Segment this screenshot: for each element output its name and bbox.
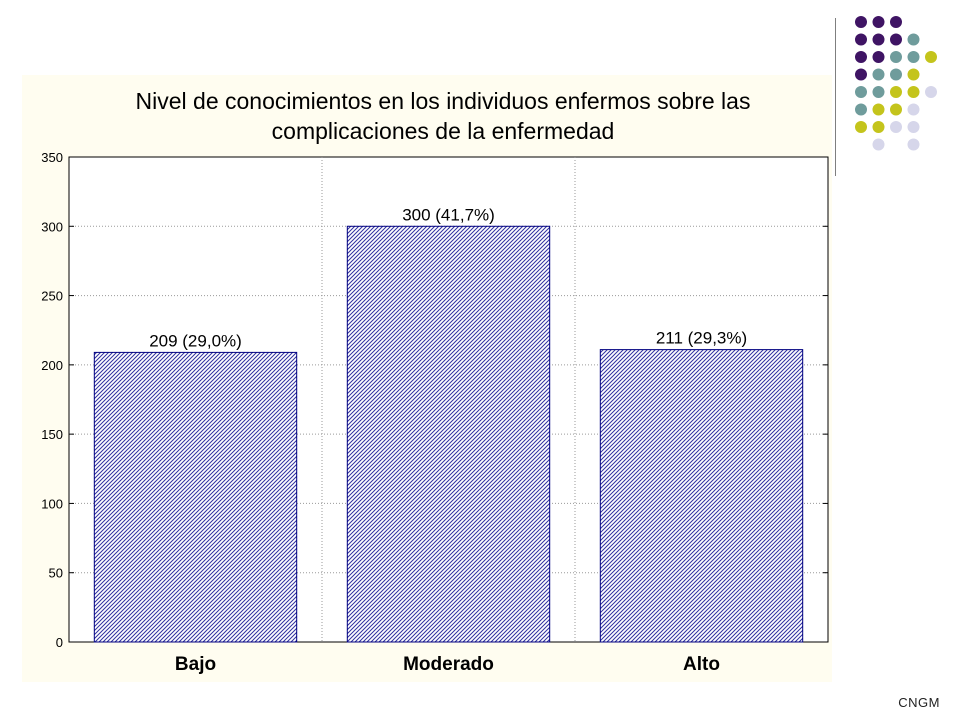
decorative-dot (872, 86, 885, 98)
decorative-dot (872, 68, 885, 81)
y-tick-label: 150 (41, 427, 63, 442)
y-tick-label: 0 (56, 635, 63, 650)
decorative-dot (890, 16, 902, 28)
footer-author-mark: CNGM (898, 695, 940, 710)
decorative-divider-line (835, 18, 836, 176)
decorative-dot (890, 51, 902, 63)
y-tick-label: 250 (41, 289, 63, 304)
decorative-dot (925, 86, 937, 98)
chart-title-line: complicaciones de la enfermedad (272, 118, 615, 144)
decorative-dot (872, 103, 885, 116)
y-tick-label: 50 (49, 566, 63, 581)
decorative-dot (872, 33, 885, 46)
decorative-dot (907, 33, 920, 46)
chart-panel: Nivel de conocimientos en los individuos… (22, 75, 832, 682)
bar-alto (599, 349, 804, 643)
x-category-label: Alto (683, 654, 720, 675)
decorative-dot (890, 33, 902, 46)
decorative-dot (890, 103, 902, 116)
x-category-label: Bajo (175, 654, 216, 675)
decorative-dot (855, 33, 867, 46)
decorative-dot (890, 121, 902, 133)
chart-title-line: Nivel de conocimientos en los individuos… (136, 88, 751, 114)
decorative-dot-grid (855, 16, 937, 151)
decorative-dot (872, 121, 885, 133)
decorative-dot (907, 86, 920, 98)
decorative-dot (855, 121, 867, 133)
decorative-dot (855, 68, 867, 81)
x-category-label: Moderado (403, 654, 494, 675)
decorative-dot (890, 68, 902, 81)
decorative-dot (907, 138, 920, 151)
bar-moderado (346, 225, 551, 643)
bar-data-label: 300 (41,7%) (402, 205, 495, 224)
decorative-dot (855, 103, 867, 116)
bar-data-label: 211 (29,3%) (656, 329, 747, 348)
bar-data-label: 209 (29,0%) (149, 331, 242, 350)
y-tick-label: 100 (41, 496, 63, 511)
bar-bajo (93, 351, 298, 643)
decorative-dot (907, 121, 920, 133)
y-tick-label: 200 (41, 358, 63, 373)
decorative-dot (855, 16, 867, 28)
decorative-dot (872, 138, 885, 151)
decorative-dot (855, 86, 867, 98)
decorative-dot (907, 51, 920, 63)
decorative-dot (907, 68, 920, 81)
y-tick-label: 350 (41, 150, 63, 165)
decorative-dot (907, 103, 920, 116)
decorative-dot (872, 51, 885, 63)
decorative-dot (925, 51, 937, 63)
decorative-dot (855, 51, 867, 63)
decorative-dot (890, 86, 902, 98)
bar-chart: Nivel de conocimientos en los individuos… (41, 88, 829, 675)
y-tick-label: 300 (41, 219, 63, 234)
decorative-dot (872, 16, 885, 28)
